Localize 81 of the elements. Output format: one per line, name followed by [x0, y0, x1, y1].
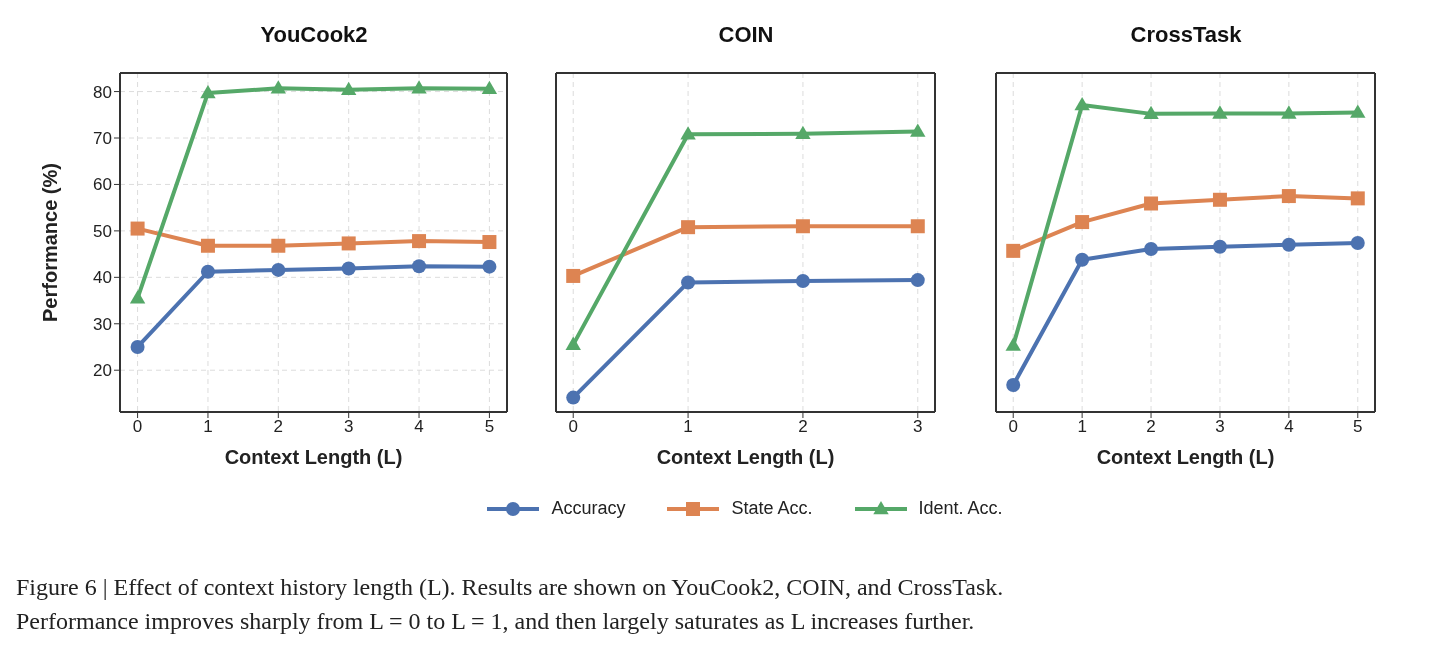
point	[200, 238, 215, 253]
point	[1144, 196, 1159, 211]
chart-title: CrossTask	[1129, 22, 1243, 49]
x-axis-title: Context Length (L)	[1096, 446, 1275, 468]
point	[341, 236, 356, 251]
point	[1144, 242, 1159, 256]
x-tick-label: 0	[1008, 417, 1018, 437]
x-tick-label: 5	[484, 417, 495, 437]
x-axis-title: Context Length (L)	[656, 446, 835, 468]
point	[566, 268, 581, 283]
point	[795, 125, 811, 140]
x-tick-label: 2	[798, 417, 808, 437]
point	[795, 219, 810, 234]
point	[680, 126, 696, 140]
y-tick-label: 80	[93, 82, 112, 102]
point	[1212, 239, 1227, 254]
point	[1006, 378, 1021, 393]
point	[1350, 191, 1365, 206]
caption: Figure 6 | Effect of context history length (L). Results are shown on YouCook2, COIN, and CrossTask.	[16, 573, 1005, 602]
point	[270, 80, 287, 94]
y-tick-label: 70	[93, 129, 112, 149]
x-tick-label: 4	[414, 417, 424, 437]
point	[1350, 235, 1365, 250]
point	[1350, 104, 1366, 118]
x-tick-label: 5	[1353, 417, 1363, 437]
point	[910, 273, 925, 288]
x-tick-label: 2	[273, 417, 284, 437]
x-tick-label: 0	[568, 417, 578, 437]
point	[910, 123, 926, 137]
x-axis-title: Context Length (L)	[224, 446, 403, 468]
point	[411, 80, 427, 94]
point	[130, 339, 145, 354]
point	[1075, 215, 1090, 230]
chart-title: YouCook2	[259, 22, 369, 49]
point	[795, 274, 810, 289]
point	[481, 80, 498, 95]
point	[1074, 96, 1090, 111]
y-tick-label: 40	[93, 268, 112, 288]
chart-title: COIN	[717, 22, 775, 49]
point	[341, 261, 356, 276]
point	[1143, 105, 1159, 120]
x-tick-label: 1	[203, 417, 213, 437]
legend-label: Accuracy	[551, 498, 626, 519]
point	[1075, 252, 1090, 267]
point	[681, 275, 696, 290]
x-tick-label: 2	[1146, 417, 1156, 437]
point	[482, 235, 497, 250]
point	[910, 219, 925, 234]
point	[129, 290, 146, 304]
point	[1212, 105, 1228, 119]
point	[482, 259, 497, 274]
point	[271, 262, 286, 277]
point	[271, 238, 286, 253]
x-tick-label: 3	[343, 417, 354, 437]
point	[340, 81, 357, 95]
y-tick-label: 20	[93, 361, 112, 381]
x-tick-label: 4	[1284, 417, 1294, 437]
legend-label: Ident. Acc.	[918, 498, 1003, 519]
x-tick-label: 0	[132, 417, 143, 437]
point	[1281, 237, 1296, 252]
x-tick-label: 1	[1077, 417, 1087, 437]
text: Performance improves sharply from L = 0 to L = 1, and then largely saturates as L increases further.	[16, 607, 976, 636]
legend-label: State Acc.	[731, 498, 813, 519]
point	[1281, 189, 1296, 204]
y-axis-title: Performance (%)	[39, 163, 62, 322]
point	[200, 84, 216, 99]
y-tick-label: 30	[93, 314, 112, 334]
point	[1212, 192, 1227, 207]
y-tick-label: 60	[93, 175, 112, 195]
point	[1281, 105, 1297, 119]
x-tick-label: 3	[1215, 417, 1225, 437]
x-tick-label: 3	[913, 417, 923, 437]
point	[412, 234, 427, 249]
point	[566, 390, 581, 405]
y-tick-label: 50	[93, 221, 112, 241]
point	[412, 259, 427, 274]
point	[200, 264, 215, 279]
x-tick-label: 1	[683, 417, 693, 437]
point	[681, 220, 696, 235]
point	[130, 221, 145, 236]
point	[1006, 243, 1021, 258]
